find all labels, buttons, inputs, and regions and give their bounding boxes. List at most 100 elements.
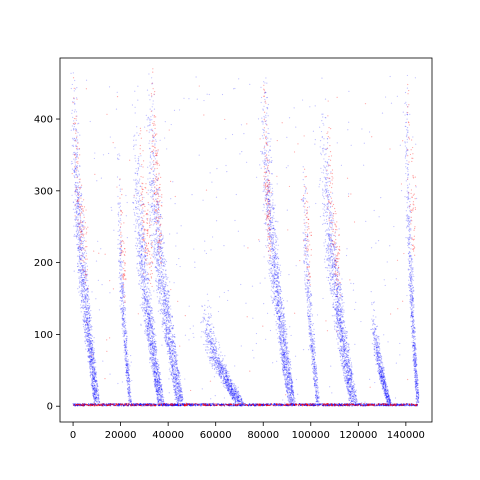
scatter-point: [174, 344, 176, 346]
scatter-point: [76, 234, 79, 236]
scatter-point: [154, 253, 156, 255]
scatter-point: [154, 241, 156, 243]
scatter-point: [155, 238, 157, 240]
scatter-point: [121, 281, 123, 283]
scatter-point: [80, 194, 82, 197]
scatter-point: [154, 205, 156, 207]
scatter-point: [137, 181, 139, 183]
scatter-point: [119, 188, 121, 190]
scatter-point: [155, 386, 157, 388]
scatter-point: [83, 225, 85, 227]
scatter-point: [151, 315, 153, 318]
scatter-point: [77, 175, 79, 177]
scatter-point: [147, 178, 149, 180]
scatter-point: [168, 321, 171, 324]
scatter-point: [77, 198, 79, 200]
scatter-point: [135, 184, 137, 186]
scatter-point: [165, 310, 167, 312]
scatter-point: [76, 227, 78, 229]
scatter-point: [155, 242, 157, 244]
scatter-point: [92, 378, 95, 380]
scatter-point: [151, 158, 153, 160]
scatter-point: [167, 341, 170, 344]
scatter-point: [161, 308, 163, 311]
scatter-point: [156, 210, 158, 212]
scatter-point: [90, 364, 92, 366]
scatter-point: [178, 396, 180, 398]
scatter-point: [141, 288, 143, 290]
scatter-point: [83, 227, 85, 230]
scatter-point: [168, 315, 171, 318]
scatter-point: [151, 186, 153, 188]
scatter-point: [157, 245, 159, 248]
scatter-point: [135, 206, 137, 208]
scatter-point: [168, 342, 171, 344]
scatter-point: [134, 245, 137, 247]
scatter-point: [164, 322, 167, 324]
scatter-point: [129, 395, 131, 397]
scatter-point: [119, 252, 121, 255]
scatter-point: [143, 254, 146, 256]
scatter-point: [94, 374, 96, 376]
scatter-point: [145, 255, 147, 257]
scatter-point: [163, 299, 165, 301]
scatter-point: [162, 283, 164, 285]
scatter-point: [117, 195, 119, 198]
scatter-point: [163, 263, 165, 265]
scatter-point: [83, 297, 85, 299]
scatter-point: [149, 305, 151, 307]
scatter-point: [128, 399, 130, 401]
scatter-point: [74, 109, 76, 111]
scatter-point: [147, 193, 149, 195]
scatter-point: [87, 344, 90, 346]
scatter-point: [151, 312, 153, 314]
scatter-point: [163, 311, 165, 313]
scatter-point: [135, 178, 137, 180]
scatter-point: [75, 158, 77, 160]
scatter-point: [124, 309, 126, 311]
scatter-point: [89, 348, 92, 350]
scatter-point: [125, 359, 127, 362]
scatter-point: [159, 309, 161, 311]
scatter-point: [143, 279, 145, 281]
scatter-point: [157, 261, 159, 263]
scatter-point: [97, 394, 99, 396]
scatter-point: [143, 293, 146, 295]
scatter-point: [96, 399, 98, 401]
scatter-point: [80, 283, 82, 285]
scatter-point: [140, 224, 142, 226]
scatter-point: [89, 355, 91, 357]
scatter-point: [151, 354, 154, 356]
scatter-point: [160, 282, 163, 284]
scatter-point: [151, 342, 154, 345]
scatter-point: [88, 325, 90, 327]
scatter-point: [128, 375, 130, 377]
scatter-point: [128, 380, 130, 382]
scatter-point: [84, 277, 87, 279]
scatter-point: [151, 370, 154, 372]
scatter-point: [180, 396, 182, 398]
scatter-point: [137, 193, 139, 195]
scatter-point: [83, 257, 86, 259]
scatter-point: [122, 299, 124, 301]
scatter-point: [76, 135, 78, 137]
scatter-point: [150, 184, 153, 186]
scatter-point: [163, 337, 165, 339]
scatter-point: [147, 346, 150, 348]
scatter-point: [121, 269, 123, 271]
scatter-point: [127, 391, 129, 393]
scatter-point: [75, 217, 77, 219]
scatter-point: [76, 149, 78, 151]
scatter-point: [83, 220, 85, 222]
scatter-point: [133, 139, 135, 141]
scatter-point: [228, 374, 230, 377]
scatter-point: [92, 395, 94, 397]
scatter-point: [124, 366, 127, 369]
scatter-point: [165, 333, 167, 335]
scatter-point: [148, 326, 150, 329]
scatter-point: [162, 330, 164, 333]
scatter-point: [221, 354, 223, 357]
scatter-point: [87, 327, 89, 330]
scatter-point: [87, 330, 89, 332]
scatter-point: [83, 270, 85, 273]
